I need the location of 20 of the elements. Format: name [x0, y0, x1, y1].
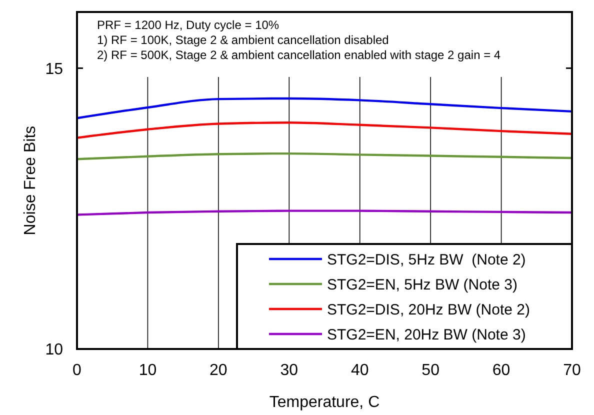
line-series	[76, 97, 574, 120]
x-tick-label: 10	[138, 362, 157, 379]
annotation: 2) RF = 500K, Stage 2 & ambient cancellation enabled with stage 2 gain = 4	[97, 48, 501, 62]
x-axis-title: Temperature, C	[269, 394, 380, 411]
x-tick-label: 0	[72, 362, 82, 379]
line-series	[76, 122, 574, 139]
y-tick-label: 15	[45, 60, 64, 78]
legend-label: STG2=EN, 20Hz BW (Note 3)	[327, 326, 526, 344]
x-tick-label: 60	[492, 362, 510, 379]
legend-label: STG2=EN, 5Hz BW (Note 3)	[327, 276, 518, 294]
annotation: 1) RF = 100K, Stage 2 & ambient cancellation disabled	[97, 33, 389, 47]
x-tick-label: 70	[563, 362, 581, 379]
x-tick-label: 40	[350, 362, 369, 379]
y-axis-title: Noise Free Bits	[22, 126, 39, 236]
legend-label: STG2=DIS, 20Hz BW (Note 2)	[327, 301, 530, 318]
x-tick-label: 20	[210, 362, 228, 379]
legend-label: STG2=DIS, 5Hz BW (Note 2)	[327, 251, 526, 268]
x-tick-label: 30	[280, 362, 298, 379]
x-tick-label: 50	[422, 362, 440, 379]
annotation: PRF = 1200 Hz, Duty cycle = 10%	[97, 18, 280, 32]
